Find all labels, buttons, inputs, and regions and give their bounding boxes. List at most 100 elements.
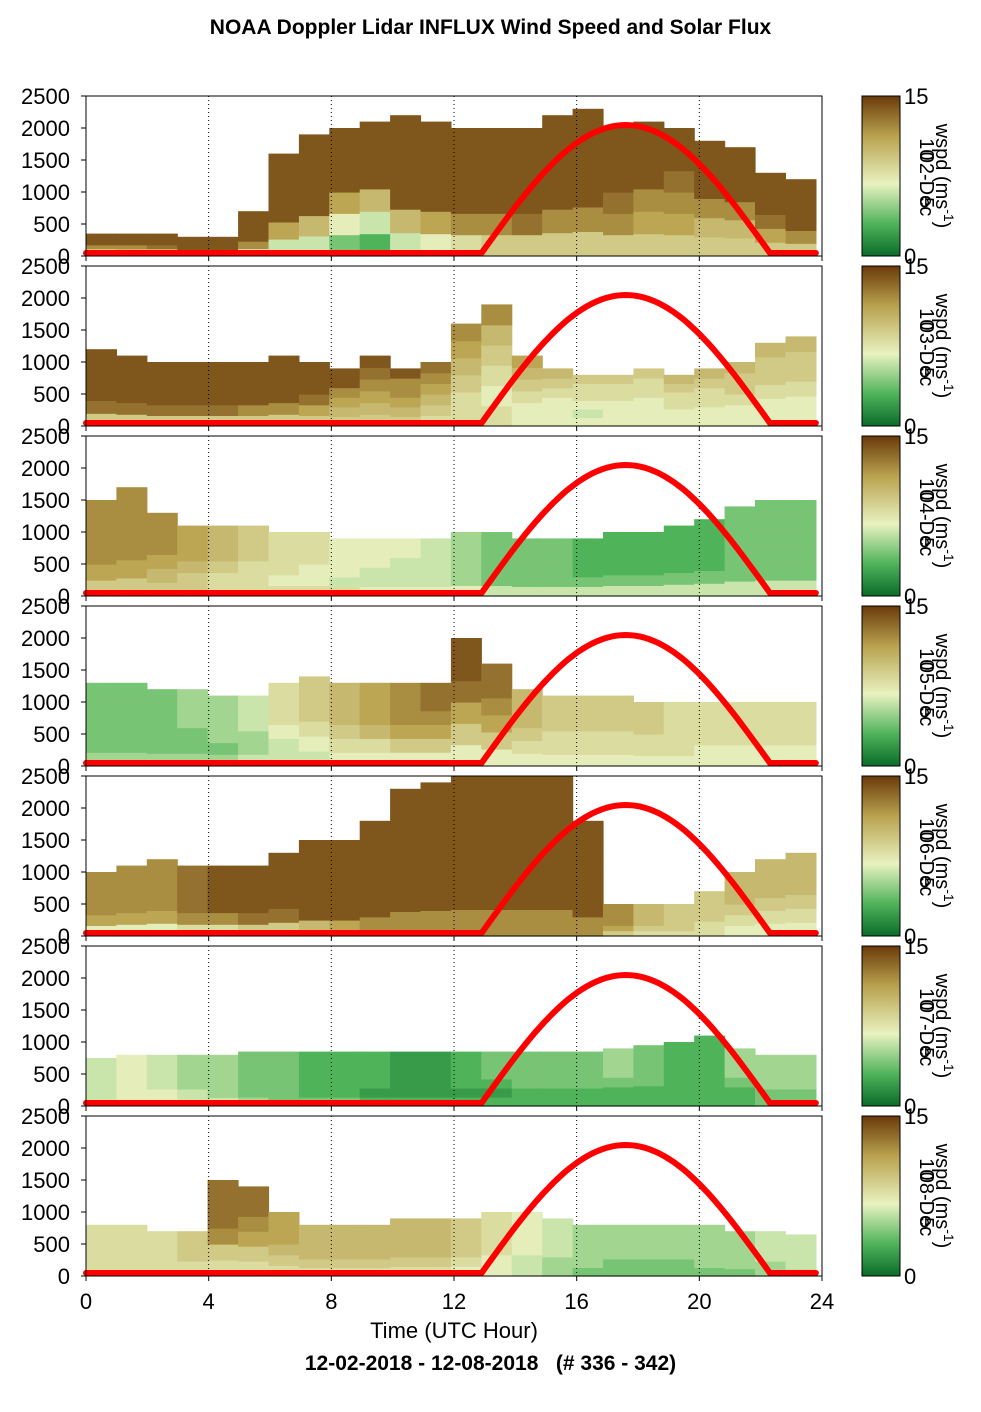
heatmap-cell [177, 1238, 209, 1247]
heatmap-cell [207, 1228, 239, 1245]
heatmap-cell [238, 730, 270, 744]
heatmap-cell [603, 400, 634, 410]
heatmap-cell [633, 1267, 665, 1277]
heatmap-cell [511, 727, 543, 741]
heatmap-cell [603, 914, 634, 921]
y-tick-label: 1500 [21, 318, 70, 343]
heatmap-cell [481, 776, 513, 804]
y-tick-label: 1500 [21, 1168, 70, 1193]
heatmap-cell [572, 374, 604, 384]
heatmap-cell [603, 754, 634, 767]
y-tick-label: 1000 [21, 520, 70, 545]
heatmap-cell [177, 246, 209, 251]
heatmap-cell [572, 1060, 604, 1071]
heatmap-cell [420, 567, 452, 578]
heatmap-cell [663, 712, 695, 724]
heatmap-cell [420, 682, 452, 698]
heatmap-cell [420, 1078, 452, 1089]
heatmap-cell [755, 1071, 786, 1081]
y-tick-label: 2500 [21, 84, 70, 109]
y-tick-label: 0 [58, 1264, 70, 1289]
heatmap-cell [481, 170, 513, 193]
heatmap-cell [572, 719, 604, 732]
heatmap-cell [724, 872, 756, 884]
heatmap-cell [724, 1238, 756, 1247]
heatmap-cell [116, 390, 148, 404]
heatmap-cell [755, 712, 786, 724]
heatmap-cell [724, 1261, 756, 1270]
heatmap-cell [116, 877, 148, 890]
heatmap-cell [268, 1222, 300, 1234]
heatmap-cell [359, 402, 391, 415]
heatmap-cell [603, 904, 634, 910]
heatmap-cell [481, 585, 513, 597]
heatmap-cell [298, 383, 330, 395]
heatmap-cell [390, 1237, 422, 1248]
heatmap-cell [511, 538, 543, 549]
heatmap-cell [785, 230, 817, 244]
heatmap-cell [633, 925, 665, 932]
heatmap-cell [511, 1069, 543, 1080]
x-tick-label: 20 [687, 1289, 711, 1314]
heatmap-cell [207, 1244, 239, 1261]
heatmap-cell [359, 1241, 391, 1251]
heatmap-cell [86, 1058, 117, 1067]
colorbar-tick-label: 0 [904, 414, 916, 439]
heatmap-cell [420, 372, 452, 384]
heatmap-cell [633, 406, 665, 417]
heatmap-cell [207, 404, 239, 416]
heatmap-cell [694, 583, 726, 597]
heatmap-cell [572, 878, 604, 899]
heatmap-cell [207, 537, 239, 550]
heatmap-cells [86, 638, 817, 767]
heatmap-cell [390, 538, 422, 549]
heatmap-cell [390, 162, 422, 187]
heatmap-cell [116, 505, 148, 524]
heatmap-cell [177, 865, 209, 878]
heatmap-cell [146, 740, 178, 754]
heatmap-cell [603, 930, 634, 937]
heatmap-cell [511, 909, 543, 937]
heatmap-cell [542, 567, 574, 578]
heatmap-cell [207, 889, 239, 902]
heatmap-cell [177, 537, 209, 550]
heatmap-cell [116, 541, 148, 561]
heatmap-cell [633, 1250, 665, 1260]
colorbar-tick-label: 15 [904, 764, 928, 789]
heatmap-cell [724, 1096, 756, 1107]
heatmap-cell [481, 680, 513, 699]
colorbar-tick-label: 10 [915, 648, 937, 670]
heatmap-cell [238, 742, 270, 755]
heatmap-cell [207, 236, 239, 241]
heatmap-cell [116, 402, 148, 415]
heatmap-cell [238, 1186, 270, 1202]
heatmap-cell [663, 1241, 695, 1251]
heatmap-cell [450, 659, 482, 682]
x-tick-label: 16 [564, 1289, 588, 1314]
heatmap-cell [268, 564, 300, 576]
heatmap-cell [207, 372, 239, 384]
heatmap-cell [481, 1212, 513, 1224]
heatmap-cell [238, 912, 270, 925]
heatmap-cell [450, 1228, 482, 1239]
heatmap-cell [755, 200, 786, 215]
heatmap-cell [755, 1080, 786, 1090]
heatmap-cell [481, 1051, 513, 1062]
heatmap-cell [481, 324, 513, 346]
heatmap-cell [390, 837, 422, 863]
heatmap-cell [390, 557, 422, 568]
heatmap-cell [86, 387, 117, 401]
heatmap-cell [329, 538, 361, 549]
heatmap-cell [572, 1078, 604, 1089]
heatmap-cell [86, 1224, 117, 1234]
heatmap-cell [663, 1233, 695, 1243]
heatmap-cell [268, 1254, 300, 1266]
heatmap-cell [86, 738, 117, 753]
heatmap-cell [116, 912, 148, 925]
colorbar-tick-label: 5 [915, 367, 937, 378]
heatmap-cell [542, 576, 574, 587]
heatmap-cell [298, 856, 330, 873]
heatmap-cell [694, 198, 726, 219]
